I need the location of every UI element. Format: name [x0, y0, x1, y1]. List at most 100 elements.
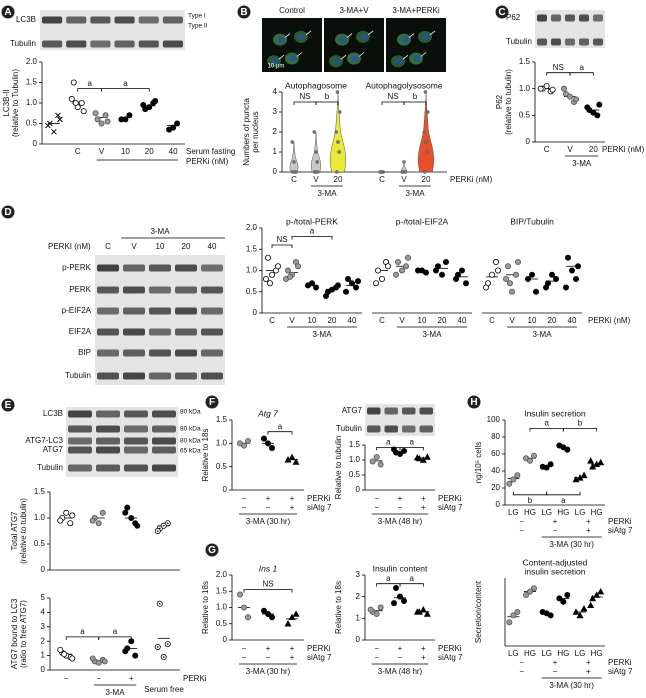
footer-label: 3-MA [532, 330, 552, 339]
x-tick-label: 10 [121, 147, 130, 156]
bracket-label: a [579, 63, 584, 72]
data-point [244, 614, 251, 621]
x-tick-label: C [269, 316, 275, 325]
data-point [553, 275, 560, 282]
row-label: siAtg 7 [608, 526, 633, 535]
blot-band [537, 14, 547, 22]
blot-row-label: p-EIF2A [62, 306, 92, 315]
data-point [510, 612, 517, 619]
bracket [403, 101, 427, 105]
data-point [423, 90, 428, 94]
row-label: siAtg 7 [438, 653, 463, 662]
y-axis-label: ng/10⁵ cells [474, 442, 483, 484]
row-cell: − [242, 503, 247, 512]
blot-band [97, 328, 119, 336]
blot-column-label: V [131, 242, 137, 251]
marker-dot [166, 643, 169, 645]
data-point [373, 453, 380, 460]
data-point [152, 97, 159, 104]
data-point [57, 116, 63, 123]
data-point [101, 658, 108, 665]
nucleus [413, 55, 421, 62]
blot-band [96, 437, 120, 445]
bracket [271, 244, 293, 248]
x-tick-label: HG [557, 649, 569, 658]
y-axis-label: (ratio to free ATG7) [19, 600, 28, 668]
blot-side-label: 65 kDa [180, 448, 201, 455]
plot-title: Insulin content [373, 563, 428, 573]
data-point [240, 442, 247, 449]
data-point [55, 112, 61, 119]
blot-band [42, 40, 63, 48]
blot-column-label: 40 [208, 242, 217, 251]
data-point [92, 110, 99, 117]
bracket-label: a [561, 496, 566, 505]
x-tick-label: 40 [458, 316, 467, 325]
row-cell: + [129, 674, 134, 683]
data-point [423, 610, 431, 617]
bracket [569, 72, 594, 76]
data-point [268, 444, 275, 451]
bracket [291, 236, 333, 240]
data-point [314, 150, 318, 154]
data-point [549, 271, 556, 278]
y-axis-label: Relative to 18s [334, 581, 343, 634]
bracket-label: a [113, 627, 118, 636]
y-axis-label: Relative to 18s [201, 429, 210, 482]
data-point [390, 446, 397, 453]
nucleus [351, 55, 359, 62]
y-axis-label: LC3B-II [2, 89, 11, 116]
blot-band [419, 425, 433, 433]
blot-band [175, 286, 197, 294]
data-point [260, 607, 267, 614]
data-point [580, 471, 588, 479]
bracket [98, 636, 132, 640]
bracket [546, 491, 581, 496]
data-point [69, 512, 76, 519]
data-point [561, 85, 568, 92]
data-point [369, 458, 376, 465]
row-label: PERKi [307, 494, 331, 503]
data-point [506, 280, 513, 287]
data-point [378, 170, 382, 174]
row-cell: − [64, 674, 69, 683]
data-point [392, 585, 399, 592]
blot-row-label: BIP [78, 348, 91, 357]
data-point [537, 85, 544, 92]
y-tick-label: 1 [273, 147, 278, 156]
data-point [374, 267, 381, 274]
blot-band [123, 264, 145, 272]
blot-side-label: 80 kDa [180, 438, 201, 445]
blot-band [152, 437, 176, 445]
arrow [408, 33, 415, 38]
data-point [515, 258, 522, 265]
y-tick-label: 0.5 [216, 462, 228, 471]
data-point [403, 170, 407, 174]
x-tick-label: V [509, 316, 515, 325]
data-point [128, 515, 135, 522]
bracket [546, 72, 571, 76]
footer-label: 3-MA (30 hr) [549, 540, 594, 549]
arrow [420, 52, 427, 57]
y-tick-label: 1.5 [216, 415, 228, 424]
data-point [527, 457, 534, 464]
data-point [288, 613, 296, 621]
blot-band [419, 407, 433, 415]
y-tick-label: 1.5 [246, 244, 258, 253]
panel-letter-badge [205, 543, 219, 557]
y-tick-label: 1.0 [216, 603, 228, 612]
y-tick-label: 100 [487, 415, 501, 424]
row-cell: + [586, 526, 591, 535]
arrow [429, 30, 436, 36]
blot-band [90, 16, 111, 24]
data-point [378, 275, 385, 282]
bracket [101, 88, 150, 92]
data-point [57, 517, 64, 524]
blot-side-label: 80 kDa [180, 426, 201, 433]
bracket-label: b [528, 496, 533, 505]
bracket-label: a [386, 438, 391, 447]
data-point [523, 592, 530, 599]
blot-band [593, 38, 603, 46]
data-point [418, 267, 425, 274]
